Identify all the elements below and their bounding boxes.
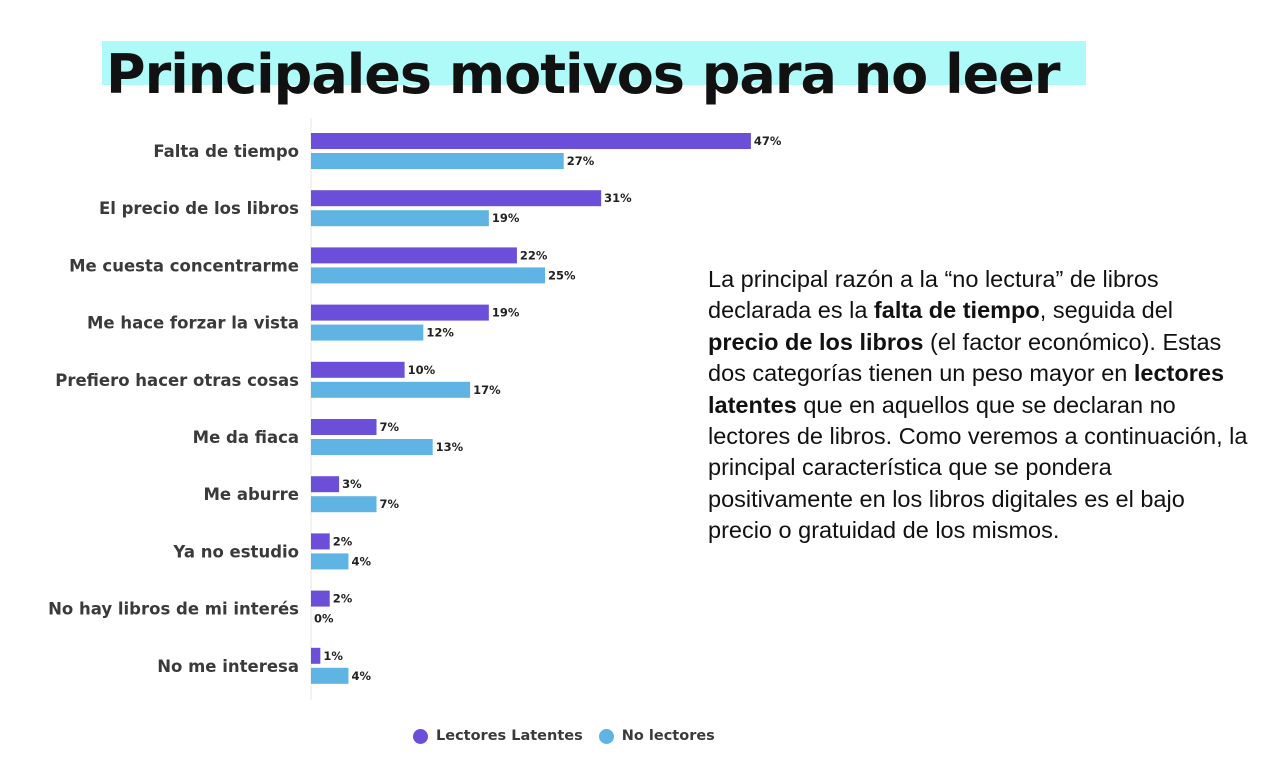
category-label-el-precio-de-los-libros: El precio de los libros — [99, 199, 299, 218]
bar-lectores-latentes-no-hay-libros-de-mi-interes — [311, 590, 330, 607]
bar-no-lectores-me-hace-forzar-la-vista — [311, 324, 424, 341]
bar-no-lectores-me-aburre — [311, 496, 377, 513]
category-label-me-aburre: Me aburre — [203, 485, 299, 504]
value-label-no-lectores-el-precio-de-los-libros: 19% — [492, 211, 520, 225]
title-highlight — [102, 41, 1086, 85]
value-label-no-lectores-ya-no-estudio: 4% — [351, 554, 371, 568]
summary-text-3: (el factor económico). Estas dos categor… — [708, 328, 1222, 387]
legend: Lectores Latentes No lectores — [413, 726, 715, 746]
bar-lectores-latentes-no-me-interesa — [311, 647, 321, 664]
category-label-me-hace-forzar-la-vista: Me hace forzar la vista — [87, 314, 299, 333]
bar-no-lectores-prefiero-hacer-otras-cosas — [311, 381, 471, 398]
summary-paragraph: La principal razón a la “no lectura” de … — [708, 264, 1248, 547]
value-label-no-lectores-me-hace-forzar-la-vista: 12% — [426, 326, 454, 340]
legend-item-lectores-latentes: Lectores Latentes — [413, 728, 583, 744]
category-label-falta-de-tiempo: Falta de tiempo — [153, 142, 299, 161]
value-label-no-lectores-me-cuesta-concentrarme: 25% — [548, 268, 576, 282]
legend-item-no-lectores: No lectores — [598, 728, 715, 744]
value-label-lectores-latentes-ya-no-estudio: 2% — [333, 534, 353, 548]
value-label-lectores-latentes-me-aburre: 3% — [342, 477, 362, 491]
bar-lectores-latentes-falta-de-tiempo — [311, 133, 751, 149]
bar-no-lectores-me-da-fiaca — [311, 439, 433, 455]
value-label-lectores-latentes-prefiero-hacer-otras-cosas: 10% — [408, 363, 436, 377]
bar-lectores-latentes-el-precio-de-los-libros — [311, 190, 602, 207]
summary-text-4: que en aquellos que se declaran no lecto… — [708, 391, 1248, 544]
bar-no-lectores-me-cuesta-concentrarme — [311, 267, 545, 284]
bar-lectores-latentes-ya-no-estudio — [311, 533, 330, 550]
legend-label-no-lectores: No lectores — [621, 728, 715, 744]
value-label-lectores-latentes-falta-de-tiempo: 47% — [754, 134, 782, 148]
bar-no-lectores-no-me-interesa — [311, 667, 349, 684]
summary-text-2: , seguida del — [1039, 297, 1174, 324]
category-label-prefiero-hacer-otras-cosas: Prefiero hacer otras cosas — [55, 371, 299, 390]
category-label-no-hay-libros-de-mi-interes: No hay libros de mi interés — [48, 600, 299, 619]
summary-highlight-lectores-latentes: lectores latentes — [708, 360, 1225, 418]
value-label-lectores-latentes-no-me-interesa: 1% — [323, 649, 343, 663]
value-label-lectores-latentes-el-precio-de-los-libros: 31% — [604, 191, 632, 205]
value-label-lectores-latentes-me-cuesta-concentrarme: 22% — [520, 248, 548, 262]
bar-no-lectores-ya-no-estudio — [311, 553, 349, 570]
summary-highlight-falta-de-tiempo: falta de tiempo — [873, 297, 1040, 324]
value-label-no-lectores-me-aburre: 7% — [380, 497, 400, 511]
value-label-no-lectores-me-da-fiaca: 13% — [436, 440, 464, 454]
summary-text-1: La principal razón a la “no lectura” de … — [708, 266, 1159, 324]
value-label-lectores-latentes-me-da-fiaca: 7% — [380, 420, 400, 434]
bar-lectores-latentes-me-hace-forzar-la-vista — [311, 304, 489, 321]
value-label-lectores-latentes-no-hay-libros-de-mi-interes: 2% — [333, 592, 353, 606]
value-label-lectores-latentes-me-hace-forzar-la-vista: 19% — [492, 306, 520, 320]
page-title: Principales motivos para no leer — [106, 43, 1060, 106]
legend-swatch-no-lectores — [598, 728, 614, 744]
value-label-no-lectores-no-me-interesa: 4% — [351, 669, 371, 683]
bar-no-lectores-el-precio-de-los-libros — [311, 210, 489, 227]
category-label-me-cuesta-concentrarme: Me cuesta concentrarme — [69, 256, 299, 275]
value-label-no-lectores-no-hay-libros-de-mi-interes: 0% — [314, 612, 334, 626]
legend-swatch-lectores-latentes — [413, 728, 428, 744]
bar-lectores-latentes-prefiero-hacer-otras-cosas — [311, 361, 405, 378]
bar-lectores-latentes-me-aburre — [311, 476, 340, 493]
category-label-me-da-fiaca: Me da fiaca — [193, 428, 299, 447]
bar-no-lectores-falta-de-tiempo — [311, 153, 564, 169]
bar-lectores-latentes-me-da-fiaca — [311, 419, 377, 435]
bar-lectores-latentes-me-cuesta-concentrarme — [311, 247, 517, 264]
legend-label-lectores-latentes: Lectores Latentes — [436, 728, 583, 744]
category-label-no-me-interesa: No me interesa — [157, 657, 299, 676]
value-label-no-lectores-prefiero-hacer-otras-cosas: 17% — [473, 383, 501, 397]
category-label-ya-no-estudio: Ya no estudio — [172, 542, 299, 561]
summary-highlight-precio: precio de los libros — [708, 328, 924, 355]
value-label-no-lectores-falta-de-tiempo: 27% — [567, 154, 595, 168]
